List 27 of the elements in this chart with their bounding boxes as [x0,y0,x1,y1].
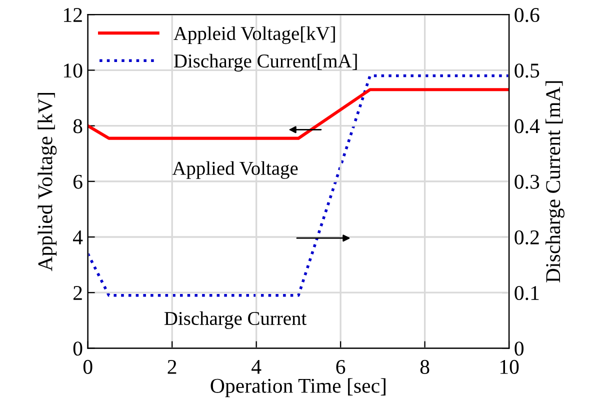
y-tick-label: 12 [64,8,82,22]
x-tick-label: 10 [500,360,519,374]
y2-tick-label: 0.3 [514,174,540,189]
y-tick-label: 0 [73,342,82,356]
y-tick-label: 10 [64,64,82,78]
annotation: Applied Voltage [172,161,298,179]
annotation: Discharge Current [164,311,307,330]
y2-tick-label: 0.4 [514,119,540,134]
y-axis-title: Applied Voltage [kV] [38,93,57,272]
y2-tick-label: 0.1 [514,286,539,300]
x-axis-title: Operation Time [sec] [210,378,386,398]
y-tick-label: 4 [73,230,83,244]
y2-tick-label: 0.5 [514,64,540,78]
y2-tick-label: 0.6 [514,8,540,22]
y2-tick-label: 0.2 [514,230,539,245]
legend-label: Appleid Voltage[kV] [174,26,335,44]
x-tick-label: 6 [336,360,346,374]
x-tick-label: 2 [168,360,176,374]
x-tick-label: 8 [420,360,430,374]
y-tick-label: 6 [73,174,82,189]
legend-label: Discharge Current[mA] [174,54,357,72]
x-tick-label: 0 [83,360,92,374]
y-tick-label: 8 [73,119,82,134]
y-tick-label: 2 [74,286,82,300]
y2-axis-title: Discharge Current [mA] [546,81,564,282]
x-tick-label: 4 [252,360,262,374]
y2-tick-label: 0 [514,342,524,356]
